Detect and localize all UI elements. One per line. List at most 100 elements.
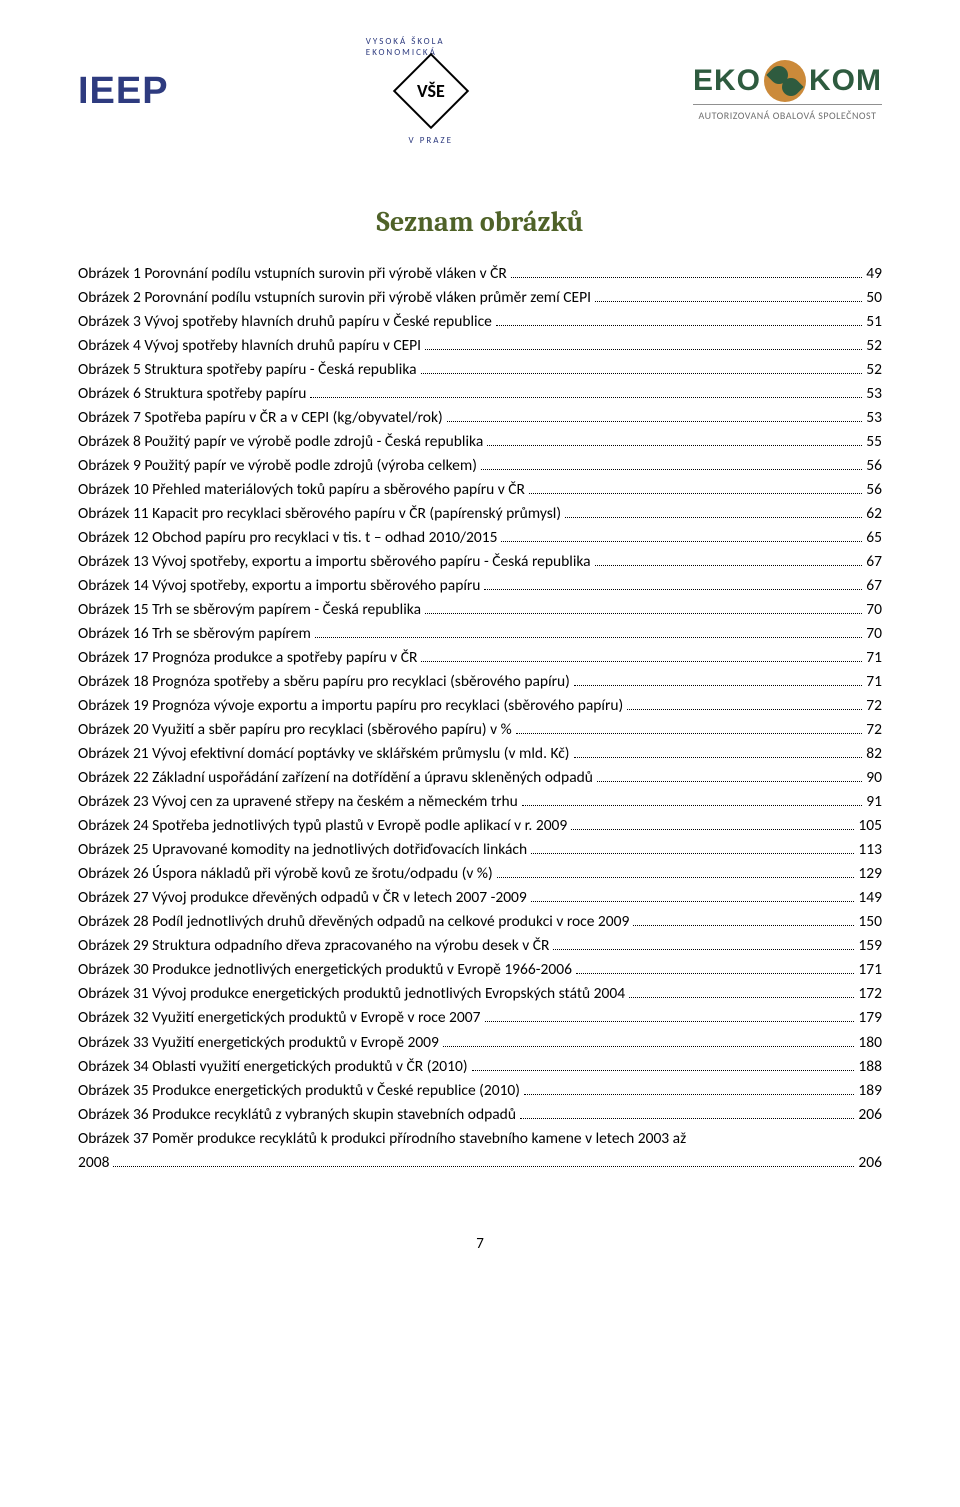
toc-dots bbox=[529, 493, 862, 494]
page-number: 7 bbox=[78, 1235, 882, 1253]
toc-label: Obrázek 22 Základní uspořádání zařízení … bbox=[78, 766, 593, 790]
toc-entry: Obrázek 34 Oblasti využití energetických… bbox=[78, 1055, 882, 1079]
page-header: IEEP VYSOKÁ ŠKOLA EKONOMICKÁ VŠE V PRAZE… bbox=[78, 36, 882, 146]
toc-dots bbox=[315, 637, 862, 638]
toc-page: 56 bbox=[866, 478, 882, 502]
toc-entry: Obrázek 4 Vývoj spotřeby hlavních druhů … bbox=[78, 334, 882, 358]
toc-label: Obrázek 25 Upravované komodity na jednot… bbox=[78, 838, 527, 862]
vse-logo: VYSOKÁ ŠKOLA EKONOMICKÁ VŠE V PRAZE bbox=[366, 36, 496, 146]
toc-page: 53 bbox=[866, 406, 882, 430]
toc-entry: Obrázek 12 Obchod papíru pro recyklaci v… bbox=[78, 526, 882, 550]
toc-page: 70 bbox=[866, 622, 882, 646]
toc-entry: Obrázek 32 Využití energetických produkt… bbox=[78, 1006, 882, 1030]
toc-page: 91 bbox=[866, 790, 882, 814]
toc-entry: Obrázek 18 Prognóza spotřeby a sběru pap… bbox=[78, 670, 882, 694]
toc-label: Obrázek 10 Přehled materiálových toků pa… bbox=[78, 478, 525, 502]
ekokom-left: EKO bbox=[693, 64, 761, 98]
toc-entry: Obrázek 21 Vývoj efektivní domácí poptáv… bbox=[78, 742, 882, 766]
toc-entry: Obrázek 29 Struktura odpadního dřeva zpr… bbox=[78, 934, 882, 958]
toc-dots bbox=[531, 901, 855, 902]
toc-dots bbox=[633, 925, 854, 926]
toc-dots bbox=[595, 301, 862, 302]
toc-page: 51 bbox=[866, 310, 882, 334]
toc-page: 149 bbox=[858, 886, 882, 910]
toc-entry: Obrázek 13 Vývoj spotřeby, exportu a imp… bbox=[78, 550, 882, 574]
toc-page: 180 bbox=[858, 1031, 882, 1055]
toc-label: Obrázek 33 Využití energetických produkt… bbox=[78, 1031, 439, 1055]
toc-label: Obrázek 37 Poměr produkce recyklátů k pr… bbox=[78, 1127, 882, 1151]
toc-label: Obrázek 13 Vývoj spotřeby, exportu a imp… bbox=[78, 550, 591, 574]
toc-label: Obrázek 17 Prognóza produkce a spotřeby … bbox=[78, 646, 417, 670]
toc-label: Obrázek 8 Použitý papír ve výrobě podle … bbox=[78, 430, 483, 454]
toc-dots bbox=[522, 805, 862, 806]
toc-entry: Obrázek 27 Vývoj produkce dřevěných odpa… bbox=[78, 886, 882, 910]
vse-bottom-text: V PRAZE bbox=[409, 135, 454, 146]
toc-entry: Obrázek 20 Využití a sběr papíru pro rec… bbox=[78, 718, 882, 742]
toc-label: Obrázek 32 Využití energetických produkt… bbox=[78, 1006, 481, 1030]
toc-entry: Obrázek 33 Využití energetických produkt… bbox=[78, 1031, 882, 1055]
toc-entry: Obrázek 28 Podíl jednotlivých druhů dřev… bbox=[78, 910, 882, 934]
toc-dots bbox=[113, 1166, 854, 1167]
toc-label: Obrázek 15 Trh se sběrovým papírem - Čes… bbox=[78, 598, 421, 622]
toc-page: 172 bbox=[858, 982, 882, 1006]
toc-label: Obrázek 26 Úspora nákladů při výrobě kov… bbox=[78, 862, 493, 886]
toc-dots bbox=[484, 589, 862, 590]
toc-dots bbox=[531, 853, 854, 854]
toc-entry: Obrázek 11 Kapacit pro recyklaci sběrové… bbox=[78, 502, 882, 526]
toc-entry: Obrázek 14 Vývoj spotřeby, exportu a imp… bbox=[78, 574, 882, 598]
toc-page: 105 bbox=[858, 814, 882, 838]
toc-dots bbox=[597, 781, 862, 782]
ekokom-subtitle: AUTORIZOVANÁ OBALOVÁ SPOLEČNOST bbox=[699, 109, 877, 122]
toc-page: 159 bbox=[858, 934, 882, 958]
ekokom-main: EKO KOM bbox=[693, 60, 882, 102]
toc-label: Obrázek 35 Produkce energetických produk… bbox=[78, 1079, 520, 1103]
toc-label: Obrázek 20 Využití a sběr papíru pro rec… bbox=[78, 718, 512, 742]
toc-dots bbox=[447, 421, 863, 422]
toc-page: 171 bbox=[858, 958, 882, 982]
toc-dots bbox=[421, 373, 863, 374]
toc-entry: Obrázek 16 Trh se sběrovým papírem 70 bbox=[78, 622, 882, 646]
toc-page: 71 bbox=[866, 646, 882, 670]
toc-dots bbox=[627, 709, 862, 710]
toc-label: Obrázek 6 Struktura spotřeby papíru bbox=[78, 382, 306, 406]
toc-entry: Obrázek 15 Trh se sběrovým papírem - Čes… bbox=[78, 598, 882, 622]
toc-page: 72 bbox=[866, 694, 882, 718]
toc-label: Obrázek 4 Vývoj spotřeby hlavních druhů … bbox=[78, 334, 421, 358]
toc-page: 206 bbox=[858, 1103, 882, 1127]
vse-box: VŠE bbox=[393, 53, 469, 129]
toc-entry: Obrázek 36 Produkce recyklátů z vybranýc… bbox=[78, 1103, 882, 1127]
toc-page: 206 bbox=[858, 1151, 882, 1175]
toc-page: 113 bbox=[858, 838, 882, 862]
toc-entry: Obrázek 37 Poměr produkce recyklátů k pr… bbox=[78, 1127, 882, 1175]
toc-entry: Obrázek 23 Vývoj cen za upravené střepy … bbox=[78, 790, 882, 814]
toc-dots bbox=[425, 613, 862, 614]
toc-entry: Obrázek 31 Vývoj produkce energetických … bbox=[78, 982, 882, 1006]
toc-dots bbox=[443, 1046, 855, 1047]
toc-dots bbox=[574, 685, 862, 686]
toc-page: 90 bbox=[866, 766, 882, 790]
toc-dots bbox=[425, 349, 862, 350]
toc-dots bbox=[310, 397, 862, 398]
toc-page: 52 bbox=[866, 334, 882, 358]
toc-entry: Obrázek 5 Struktura spotřeby papíru - Če… bbox=[78, 358, 882, 382]
toc-dots bbox=[565, 517, 862, 518]
ekokom-swirl-icon bbox=[764, 60, 806, 102]
toc-entry: Obrázek 10 Přehled materiálových toků pa… bbox=[78, 478, 882, 502]
toc-dots bbox=[516, 733, 863, 734]
toc-page: 49 bbox=[866, 262, 882, 286]
toc-label: 2008 bbox=[78, 1151, 109, 1175]
toc-entry: Obrázek 25 Upravované komodity na jednot… bbox=[78, 838, 882, 862]
toc-label: Obrázek 16 Trh se sběrovým papírem bbox=[78, 622, 311, 646]
toc-page: 72 bbox=[866, 718, 882, 742]
toc-entry: Obrázek 35 Produkce energetických produk… bbox=[78, 1079, 882, 1103]
toc-page: 67 bbox=[866, 550, 882, 574]
toc-dots bbox=[524, 1094, 854, 1095]
toc-page: 53 bbox=[866, 382, 882, 406]
toc-label: Obrázek 14 Vývoj spotřeby, exportu a imp… bbox=[78, 574, 480, 598]
toc-page: 52 bbox=[866, 358, 882, 382]
toc-entry: Obrázek 19 Prognóza vývoje exportu a imp… bbox=[78, 694, 882, 718]
toc-page: 70 bbox=[866, 598, 882, 622]
page-title: Seznam obrázků bbox=[78, 206, 882, 238]
toc-dots bbox=[496, 325, 862, 326]
toc-label: Obrázek 9 Použitý papír ve výrobě podle … bbox=[78, 454, 477, 478]
